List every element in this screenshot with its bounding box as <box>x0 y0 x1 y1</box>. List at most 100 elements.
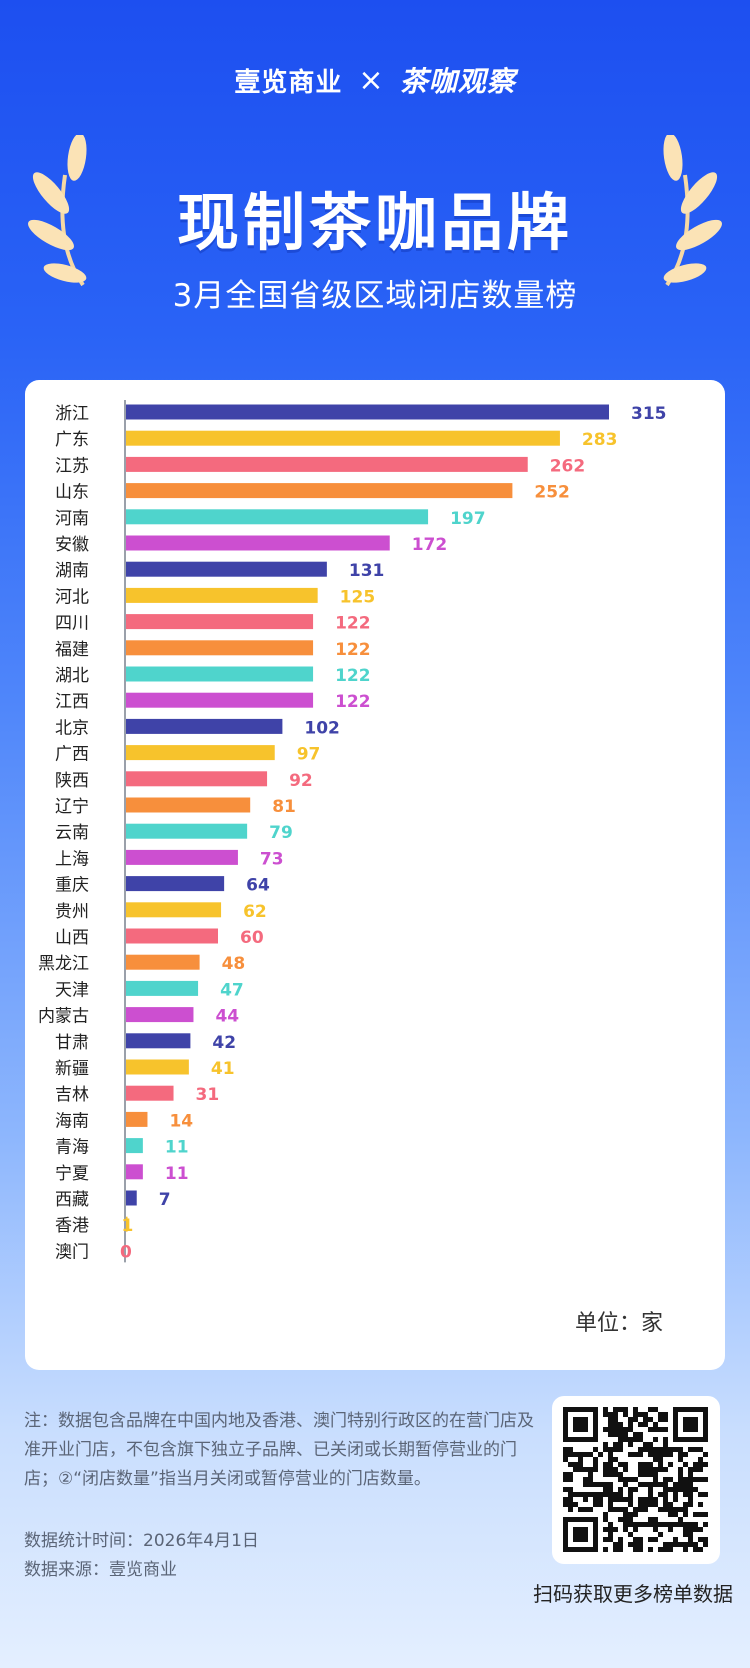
stat-time: 数据统计时间：2026年4月1日 <box>24 1531 259 1551</box>
category-label: 青海 <box>55 1138 89 1158</box>
category-label: 江苏 <box>55 456 89 476</box>
bar <box>126 849 238 865</box>
category-label: 陕西 <box>55 771 89 791</box>
category-label: 甘肃 <box>55 1033 89 1053</box>
bar <box>126 1007 194 1023</box>
value-label: 48 <box>222 954 246 974</box>
value-label: 315 <box>631 404 667 424</box>
data-source: 数据来源：壹览商业 <box>24 1560 177 1580</box>
value-label: 262 <box>550 456 586 476</box>
category-label: 安徽 <box>55 535 89 555</box>
bar <box>126 954 200 970</box>
value-label: 81 <box>272 797 296 817</box>
value-label: 0 <box>120 1242 132 1262</box>
bar <box>126 1164 143 1180</box>
value-label: 7 <box>159 1190 171 1210</box>
category-label: 河南 <box>55 509 89 529</box>
value-label: 122 <box>335 640 371 660</box>
category-label: 黑龙江 <box>38 954 89 974</box>
bar <box>126 587 318 603</box>
laurel-left-icon <box>28 135 87 287</box>
value-label: 283 <box>582 430 618 450</box>
category-label: 浙江 <box>55 404 89 424</box>
category-label: 河北 <box>55 587 89 607</box>
value-label: 73 <box>260 849 284 869</box>
value-label: 197 <box>450 509 486 529</box>
bar <box>126 718 283 734</box>
value-label: 64 <box>246 876 270 896</box>
category-label: 山西 <box>55 928 89 948</box>
brand-separator: × <box>358 62 384 98</box>
bar <box>126 823 248 839</box>
bar <box>126 535 390 551</box>
qr-caption: 扫码获取更多榜单数据 <box>533 1582 733 1606</box>
bar <box>126 771 268 787</box>
bar <box>126 1085 174 1101</box>
qr-code-icon <box>563 1407 708 1552</box>
bar <box>126 640 314 656</box>
brand-row: 壹览商业 × 茶咖观察 <box>0 60 750 100</box>
value-label: 41 <box>211 1059 235 1079</box>
value-label: 1 <box>122 1216 134 1236</box>
value-label: 122 <box>335 692 371 712</box>
value-label: 44 <box>215 1007 239 1027</box>
brand-logo-yilan: 壹览商业 <box>234 67 343 98</box>
category-label: 贵州 <box>55 902 89 922</box>
category-label: 吉林 <box>55 1085 89 1105</box>
bar <box>126 876 225 892</box>
unit-label: 单位：家 <box>574 1311 663 1336</box>
value-label: 42 <box>212 1033 236 1053</box>
category-label: 内蒙古 <box>38 1007 89 1027</box>
bar <box>126 797 251 813</box>
value-label: 125 <box>340 587 376 607</box>
category-label: 广西 <box>55 745 89 765</box>
value-label: 172 <box>412 535 448 555</box>
category-label: 广东 <box>55 430 89 450</box>
category-label: 四川 <box>55 614 89 634</box>
value-label: 252 <box>534 483 570 503</box>
category-label: 新疆 <box>55 1059 89 1079</box>
bar <box>126 561 327 577</box>
value-label: 79 <box>269 823 293 843</box>
category-label: 北京 <box>55 718 89 738</box>
bar <box>126 692 314 708</box>
bar <box>126 1138 143 1154</box>
bar <box>126 509 429 525</box>
bar <box>126 1033 191 1049</box>
value-label: 131 <box>349 561 385 581</box>
value-label: 47 <box>220 980 244 1000</box>
value-label: 92 <box>289 771 313 791</box>
bar <box>126 1059 189 1075</box>
value-label: 11 <box>165 1138 189 1158</box>
value-label: 11 <box>165 1164 189 1184</box>
category-label: 天津 <box>55 980 89 1000</box>
page-subtitle: 3月全国省级区域闭店数量榜 <box>172 278 578 314</box>
bar <box>126 980 199 996</box>
value-label: 14 <box>169 1111 193 1131</box>
laurel-right-icon <box>663 135 722 287</box>
value-label: 97 <box>297 745 321 765</box>
value-label: 60 <box>240 928 264 948</box>
category-label: 澳门 <box>55 1242 89 1262</box>
bar <box>126 902 222 918</box>
footnote: 注：数据包含品牌在中国内地及香港、澳门特别行政区的在营门店及准开业门店，不包含旗… <box>24 1411 534 1489</box>
value-label: 102 <box>304 718 340 738</box>
bar <box>126 456 528 472</box>
category-label: 宁夏 <box>55 1164 89 1184</box>
category-label: 上海 <box>55 849 89 869</box>
bar <box>126 430 560 446</box>
bar <box>126 1111 148 1127</box>
category-label: 福建 <box>55 640 89 660</box>
category-label: 辽宁 <box>55 797 89 817</box>
bar <box>126 745 275 761</box>
page-title: 现制茶咖品牌 <box>176 186 573 259</box>
bar <box>126 928 218 944</box>
category-label: 湖南 <box>55 561 89 581</box>
value-label: 31 <box>196 1085 220 1105</box>
bar <box>126 1216 128 1232</box>
qr-code[interactable] <box>552 1396 720 1564</box>
category-label: 西藏 <box>55 1190 89 1210</box>
bar <box>126 1190 137 1206</box>
category-label: 湖北 <box>55 666 89 686</box>
